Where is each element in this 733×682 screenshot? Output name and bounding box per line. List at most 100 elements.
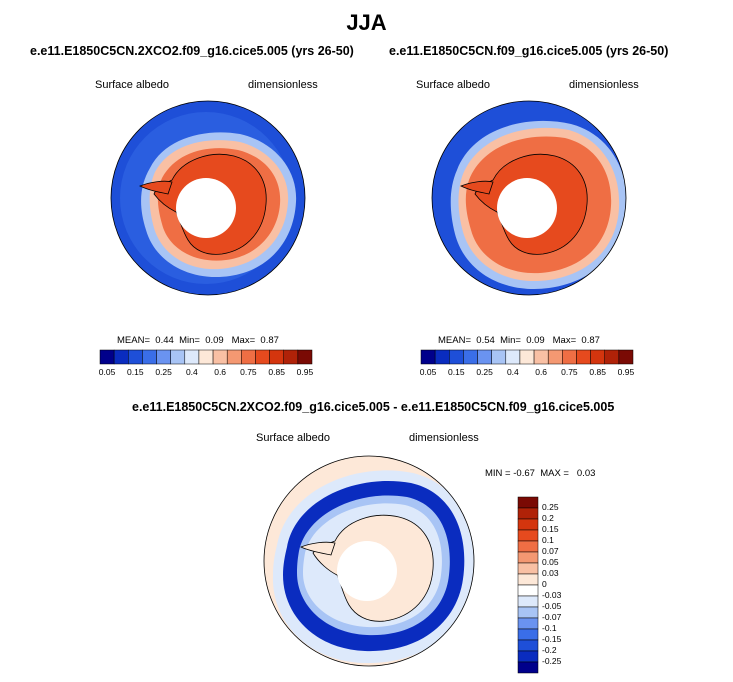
colorbar-swatch [517, 606, 539, 619]
colorbar-tick-label: -0.07 [542, 612, 562, 622]
colorbar-tick-label: 0.05 [419, 367, 437, 377]
colorbar-swatch [170, 349, 186, 365]
colorbar-swatch [142, 349, 157, 365]
colorbar-tick-label: 0.25 [476, 367, 493, 377]
colorbar-tick-label: 0.75 [240, 367, 257, 377]
colorbar-swatch [463, 349, 478, 365]
colorbar-swatch [269, 349, 284, 365]
colorbar-swatch [517, 639, 539, 652]
diff-panel-map [263, 455, 475, 667]
panel-1-map [110, 100, 306, 296]
colorbar-tick-label: 0.6 [535, 367, 548, 377]
diff-panel-colorbar [517, 496, 539, 674]
colorbar-tick-label: 0.85 [268, 367, 285, 377]
colorbar-tick-label: -0.03 [542, 590, 562, 600]
colorbar-tick-label: -0.1 [542, 623, 557, 633]
colorbar-tick-label: 0.4 [185, 367, 198, 377]
colorbar-swatch [576, 349, 591, 365]
colorbar-swatch [519, 349, 535, 365]
colorbar-tick-label: -0.05 [542, 601, 562, 611]
colorbar-swatch [604, 349, 620, 365]
colorbar-swatch [517, 628, 539, 641]
colorbar-tick-label: 0.15 [448, 367, 465, 377]
colorbar-swatch [618, 349, 634, 365]
colorbar-tick-label: 0.1 [542, 535, 554, 545]
colorbar-swatch [517, 551, 539, 564]
colorbar-swatch [517, 496, 539, 509]
colorbar-tick-label: -0.25 [542, 656, 562, 666]
colorbar-tick-label: 0.4 [506, 367, 519, 377]
panel-1-polar-gap [176, 178, 236, 238]
colorbar-swatch [113, 349, 129, 365]
panel-2-units: dimensionless [569, 79, 639, 91]
colorbar-swatch [477, 349, 492, 365]
colorbar-swatch [128, 349, 143, 365]
colorbar-swatch [590, 349, 605, 365]
colorbar-swatch [297, 349, 313, 365]
colorbar-swatch [517, 584, 539, 597]
colorbar-tick-label: 0.03 [542, 568, 559, 578]
colorbar-tick-label: 0.6 [214, 367, 227, 377]
colorbar-tick-label: 0.15 [127, 367, 144, 377]
colorbar-swatch [547, 349, 563, 365]
panel-2-polar-gap [497, 178, 557, 238]
panel-2-stats: MEAN= 0.54 Min= 0.09 Max= 0.87 [438, 335, 600, 346]
diff-panel-minmax: MIN = -0.67 MAX = 0.03 [485, 468, 596, 479]
panel-2-antarctic-peninsula [460, 180, 494, 195]
diff-panel-units: dimensionless [409, 432, 479, 444]
colorbar-swatch [156, 349, 171, 365]
colorbar-tick-label: -0.2 [542, 645, 557, 655]
colorbar-swatch [517, 529, 539, 542]
panel-1-title: e.e11.E1850C5CN.2XCO2.f09_g16.cice5.005 … [30, 44, 354, 58]
colorbar-swatch [562, 349, 577, 365]
colorbar-swatch [517, 518, 539, 531]
colorbar-tick-label: 0.15 [542, 524, 559, 534]
colorbar-tick-label: -0.15 [542, 634, 562, 644]
colorbar-swatch [420, 349, 436, 365]
colorbar-swatch [517, 650, 539, 663]
panel-1-variable: Surface albedo [95, 79, 169, 91]
panel-2-variable: Surface albedo [416, 79, 490, 91]
colorbar-swatch [505, 349, 521, 365]
colorbar-tick-label: 0 [542, 579, 547, 589]
panel-1-antarctic-peninsula [139, 180, 173, 195]
colorbar-swatch [517, 540, 539, 553]
colorbar-swatch [99, 349, 115, 365]
colorbar-tick-label: 0.85 [589, 367, 606, 377]
colorbar-swatch [517, 562, 539, 575]
colorbar-swatch [517, 507, 539, 520]
colorbar-swatch [517, 573, 539, 586]
colorbar-swatch [517, 617, 539, 630]
panel-2-map [431, 100, 627, 296]
colorbar-tick-label: 0.75 [561, 367, 578, 377]
panel-1-colorbar [99, 349, 313, 365]
colorbar-tick-label: 0.07 [542, 546, 559, 556]
diff-panel-title: e.e11.E1850C5CN.2XCO2.f09_g16.cice5.005 … [132, 400, 615, 414]
diff-panel-variable: Surface albedo [256, 432, 330, 444]
colorbar-tick-label: 0.05 [98, 367, 116, 377]
colorbar-swatch [449, 349, 464, 365]
colorbar-tick-label: 0.25 [155, 367, 172, 377]
diff-panel-polar-gap [337, 541, 397, 601]
colorbar-swatch [226, 349, 242, 365]
colorbar-swatch [517, 661, 539, 674]
colorbar-tick-label: 0.95 [296, 367, 314, 377]
panel-1-units: dimensionless [248, 79, 318, 91]
diff-panel-antarctic-peninsula [300, 541, 336, 556]
colorbar-swatch [491, 349, 507, 365]
panel-2-colorbar [420, 349, 634, 365]
colorbar-tick-label: 0.2 [542, 513, 554, 523]
colorbar-tick-label: 0.05 [542, 557, 559, 567]
colorbar-swatch [198, 349, 214, 365]
colorbar-swatch [517, 595, 539, 608]
colorbar-swatch [283, 349, 299, 365]
colorbar-tick-label: 0.25 [542, 502, 559, 512]
colorbar-swatch [241, 349, 256, 365]
colorbar-swatch [533, 349, 549, 365]
colorbar-tick-label: 0.95 [617, 367, 635, 377]
page-title: JJA [346, 10, 387, 35]
colorbar-swatch [434, 349, 450, 365]
colorbar-swatch [184, 349, 200, 365]
panel-2-title: e.e11.E1850C5CN.f09_g16.cice5.005 (yrs 2… [389, 44, 669, 58]
panel-1-stats: MEAN= 0.44 Min= 0.09 Max= 0.87 [117, 335, 279, 346]
